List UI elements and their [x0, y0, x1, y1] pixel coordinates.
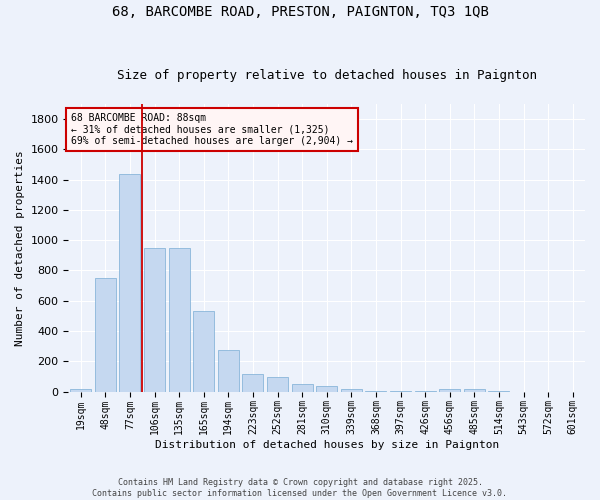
Bar: [390, 391, 411, 392]
Text: 68 BARCOMBE ROAD: 88sqm
← 31% of detached houses are smaller (1,325)
69% of semi: 68 BARCOMBE ROAD: 88sqm ← 31% of detache…: [71, 112, 353, 146]
X-axis label: Distribution of detached houses by size in Paignton: Distribution of detached houses by size …: [155, 440, 499, 450]
Bar: [242, 374, 263, 392]
Text: Contains HM Land Registry data © Crown copyright and database right 2025.
Contai: Contains HM Land Registry data © Crown c…: [92, 478, 508, 498]
Bar: [169, 248, 190, 392]
Bar: [144, 248, 165, 392]
Bar: [415, 391, 436, 392]
Bar: [70, 388, 91, 392]
Bar: [316, 386, 337, 392]
Bar: [439, 390, 460, 392]
Bar: [267, 377, 288, 392]
Title: Size of property relative to detached houses in Paignton: Size of property relative to detached ho…: [117, 69, 537, 82]
Text: 68, BARCOMBE ROAD, PRESTON, PAIGNTON, TQ3 1QB: 68, BARCOMBE ROAD, PRESTON, PAIGNTON, TQ…: [112, 5, 488, 19]
Y-axis label: Number of detached properties: Number of detached properties: [15, 150, 25, 346]
Bar: [464, 390, 485, 392]
Bar: [341, 388, 362, 392]
Bar: [292, 384, 313, 392]
Bar: [488, 391, 509, 392]
Bar: [95, 278, 116, 392]
Bar: [193, 310, 214, 392]
Bar: [119, 174, 140, 392]
Bar: [365, 391, 386, 392]
Bar: [218, 350, 239, 392]
